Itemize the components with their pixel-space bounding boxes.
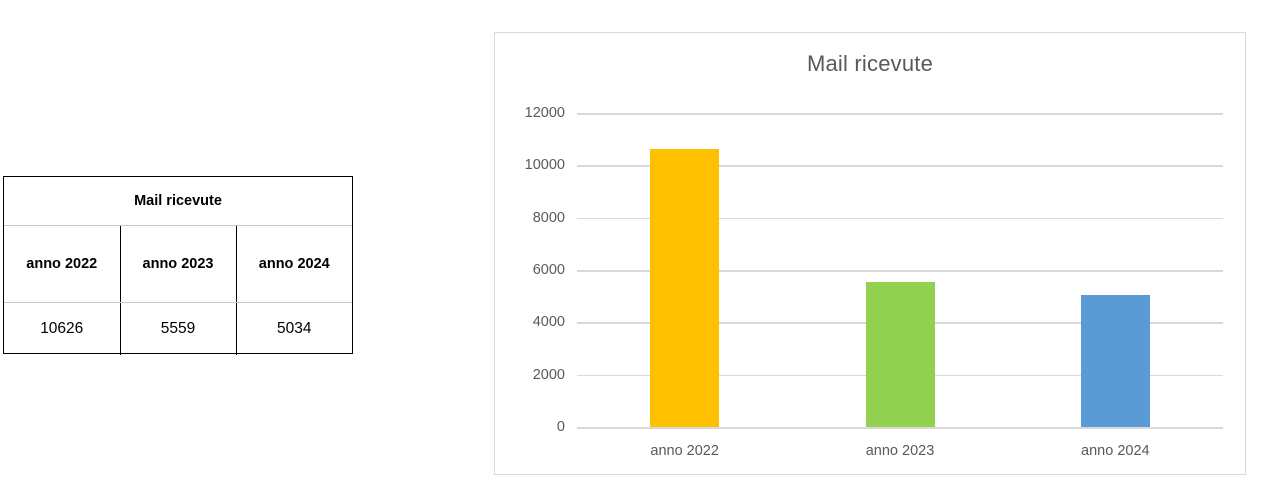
- chart-gridline: [577, 217, 1223, 220]
- chart-container: Mail ricevute 0 2000 4000 6000 8000 10000 1200…: [494, 32, 1246, 475]
- chart-x-tick-label: anno 2024: [1081, 443, 1150, 459]
- mail-ricevute-table: Mail ricevute anno 2022 anno 2023 anno 2…: [3, 176, 353, 355]
- chart-bar-anno-2022[interactable]: [650, 148, 720, 427]
- chart-y-tick-label: 10000: [524, 157, 565, 174]
- table-row: 10626 5559 5034: [4, 302, 352, 355]
- table-cell-value-anno-2024: 5034: [235, 302, 352, 355]
- table-header-cell-anno-2022: anno 2022: [4, 225, 120, 303]
- chart-title: Mail ricevute: [806, 51, 934, 76]
- chart-plot-area: 0 2000 4000 6000 8000 10000 12000 anno 2022 ann…: [525, 105, 1223, 459]
- chart-y-tick-label: 6000: [532, 262, 565, 278]
- table-title-row: Mail ricevute: [4, 177, 352, 226]
- chart-y-tick-label: 8000: [532, 209, 565, 226]
- table: Mail ricevute anno 2022 anno 2023 anno 2…: [4, 177, 352, 355]
- chart-bar-anno-2024[interactable]: [1080, 295, 1150, 427]
- table-header-row: anno 2022 anno 2023 anno 2024: [4, 225, 352, 303]
- table-header-cell-anno-2024: anno 2024: [235, 225, 352, 303]
- chart-gridline: [577, 165, 1223, 167]
- table-header-cell-anno-2023: anno 2023: [119, 225, 236, 303]
- table-cell-value-anno-2023: 5559: [119, 302, 236, 355]
- chart-bar-anno-2023[interactable]: [865, 281, 935, 427]
- chart-x-tick-label: anno 2023: [865, 443, 935, 459]
- chart-y-tick-label: 4000: [532, 314, 565, 331]
- chart-y-tick-label: 2000: [532, 366, 565, 383]
- chart-x-tick-label: anno 2022: [650, 443, 719, 459]
- chart-baseline: [577, 427, 1223, 429]
- table-title-cell: Mail ricevute: [4, 177, 352, 226]
- chart-y-tick-label: 0: [556, 419, 565, 435]
- chart-gridline: [577, 113, 1223, 115]
- table-cell-value-anno-2022: 10626: [40, 320, 84, 337]
- chart-y-tick-label: 12000: [524, 105, 565, 121]
- chart-gridline: [577, 270, 1223, 272]
